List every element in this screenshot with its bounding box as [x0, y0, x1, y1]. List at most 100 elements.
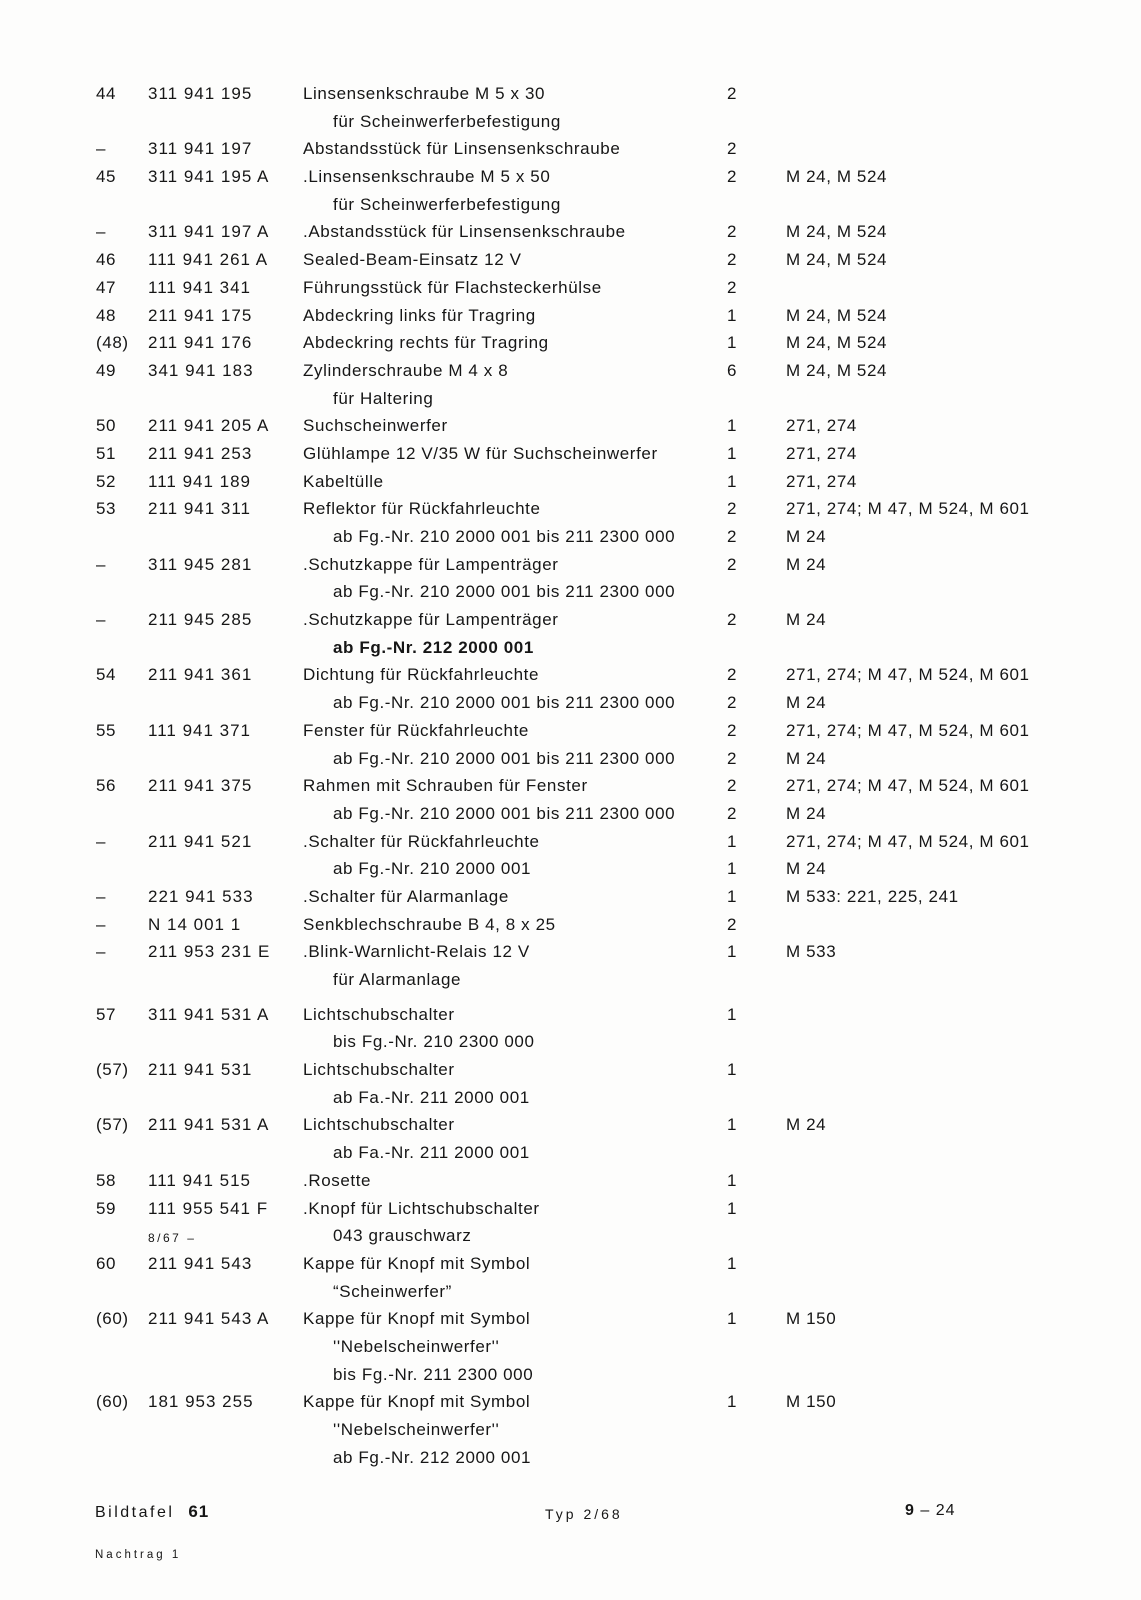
- quantity: 1: [727, 1198, 738, 1218]
- quantity: 1: [727, 1060, 738, 1080]
- part-number: 211 941 253: [148, 443, 253, 463]
- model-codes: M 150: [786, 1309, 837, 1329]
- quantity: 2: [727, 748, 738, 768]
- part-number: 211 953 231 E: [148, 942, 271, 962]
- description: ab Fg.-Nr. 210 2000 001 bis 211 2300 000: [333, 527, 676, 546]
- table-row: (57) 211 941 531 A Lichtschubschalter 1 M 24: [0, 1115, 1141, 1143]
- quantity: 1: [727, 1004, 738, 1024]
- position-number: 59: [96, 1198, 117, 1218]
- table-row: – 311 945 281 .Schutzkappe für Lampenträge…: [0, 555, 1141, 583]
- table-row: ab Fg.-Nr. 210 2000 001 bis 211 2300 000…: [0, 804, 1141, 832]
- description: ab Fg.-Nr. 212 2000 001: [333, 1447, 532, 1467]
- part-number: 111 941 189: [148, 471, 252, 491]
- part-number: 211 941 375: [148, 776, 253, 796]
- description: Abdeckring rechts für Tragring: [303, 333, 549, 353]
- model-codes: M 24: [786, 1115, 827, 1135]
- description: ab Fg.-Nr. 210 2000 001 bis 211 2300 000: [333, 803, 676, 823]
- table-row: (60) 181 953 255 Kappe für Knopf mit Symbo…: [0, 1392, 1141, 1420]
- part-number: 211 941 205 A: [148, 416, 270, 436]
- table-row: 47 111 941 341 Führungsstück für Flachstec…: [0, 278, 1141, 306]
- part-number: 311 941 531 A: [148, 1004, 270, 1024]
- page-number-rest: – 24: [920, 1502, 956, 1519]
- description: Lichtschubschalter: [303, 1060, 455, 1080]
- table-row: ab Fg.-Nr. 212 2000 001: [0, 1448, 1141, 1476]
- table-row: ab Fa.-Nr. 211 2000 001: [0, 1143, 1141, 1171]
- quantity: 2: [727, 693, 738, 713]
- model-codes: M 24, M 524: [786, 360, 888, 380]
- position-number: 58: [96, 1170, 117, 1190]
- model-codes: M 24: [786, 859, 827, 879]
- table-row: 59 111 955 541 F .Knopf für Lichtschubscha…: [0, 1199, 1141, 1227]
- description: .Schalter für Rückfahrleuchte: [303, 831, 540, 851]
- part-number: 111 941 341: [148, 277, 252, 297]
- quantity: 1: [727, 1115, 738, 1135]
- description: .Abstandsstück für Linsensenkschraube: [303, 222, 626, 242]
- part-number: 181 953 255: [148, 1392, 254, 1412]
- description: Führungsstück für Flachsteckerhülse: [303, 277, 602, 297]
- quantity: 1: [727, 1170, 738, 1190]
- description: ab Fg.-Nr. 210 2000 001 bis 211 2300 000: [333, 582, 676, 602]
- table-row: ''Nebelscheinwerfer'': [0, 1337, 1141, 1365]
- description: Kappe für Knopf mit Symbol: [303, 1309, 531, 1329]
- quantity: 2: [727, 84, 738, 103]
- table-row: – 311 941 197 A .Abstandsstück für Linsens…: [0, 222, 1141, 250]
- model-codes: 271, 274: [786, 443, 857, 463]
- model-codes: 271, 274; M 47, M 524, M 601: [786, 499, 1030, 519]
- model-codes: M 24: [786, 610, 827, 630]
- description: ab Fg.-Nr. 210 2000 001 bis 211 2300 000: [333, 748, 676, 768]
- position-number: (60): [96, 1309, 129, 1329]
- table-row: – 311 941 197 Abstandsstück für Linsensenk…: [0, 139, 1141, 167]
- part-number: 211 945 285: [148, 610, 253, 630]
- model-codes: 271, 274; M 47, M 524, M 601: [786, 720, 1030, 740]
- part-number: 311 941 197: [148, 139, 253, 159]
- quantity: 1: [727, 443, 738, 463]
- table-row: ab Fg.-Nr. 210 2000 001 bis 211 2300 000…: [0, 527, 1141, 555]
- table-row: ab Fg.-Nr. 210 2000 001 bis 211 2300 000…: [0, 693, 1141, 721]
- table-row: 51 211 941 253 Glühlampe 12 V/35 W für Suc…: [0, 444, 1141, 472]
- table-row: 57 311 941 531 A Lichtschubschalter 1: [0, 1005, 1141, 1033]
- description: bis Fg.-Nr. 210 2300 000: [333, 1032, 535, 1052]
- model-codes: M 24: [786, 803, 827, 823]
- position-number: 50: [96, 416, 117, 436]
- description: Fenster für Rückfahrleuchte: [303, 720, 529, 740]
- position-number: –: [96, 554, 107, 574]
- type-label: Typ 2/68: [545, 1506, 623, 1522]
- table-row: (48) 211 941 176 Abdeckring rechts für Tra…: [0, 333, 1141, 361]
- quantity: 2: [727, 527, 738, 546]
- position-number: (57): [96, 1115, 129, 1135]
- quantity: 1: [727, 305, 738, 325]
- description: ab Fg.-Nr. 210 2000 001 bis 211 2300 000: [333, 693, 676, 713]
- model-codes: 271, 274: [786, 471, 857, 491]
- model-codes: M 24, M 524: [786, 167, 888, 187]
- table-row: für Scheinwerferbefestigung: [0, 195, 1141, 223]
- description: .Schalter für Alarmanlage: [303, 886, 509, 906]
- description: Dichtung für Rückfahrleuchte: [303, 665, 540, 685]
- table-row: ab Fg.-Nr. 210 2000 001 bis 211 2300 000…: [0, 749, 1141, 777]
- description: Kabeltülle: [303, 471, 384, 491]
- description: bis Fg.-Nr. 211 2300 000: [333, 1364, 534, 1384]
- model-codes: M 24, M 524: [786, 333, 888, 353]
- quantity: 1: [727, 831, 738, 851]
- description: .Schutzkappe für Lampenträger: [303, 610, 559, 630]
- model-codes: M 24, M 524: [786, 222, 888, 242]
- table-row: (57) 211 941 531 Lichtschubschalter 1: [0, 1060, 1141, 1088]
- description: .Schutzkappe für Lampenträger: [303, 554, 559, 574]
- position-number: 47: [96, 277, 117, 297]
- plate-label: Bildtafel 61: [95, 1502, 209, 1522]
- table-row: – 211 953 231 E .Blink-Warnlicht-Relais 12…: [0, 942, 1141, 970]
- position-number: –: [96, 942, 107, 962]
- table-row: – 211 941 521 .Schalter für Rückfahrleucht…: [0, 832, 1141, 860]
- description: .Knopf für Lichtschubschalter: [303, 1198, 540, 1218]
- description: für Alarmanlage: [333, 970, 462, 989]
- description: .Blink-Warnlicht-Relais 12 V: [303, 942, 530, 962]
- position-number: 46: [96, 250, 117, 270]
- quantity: 1: [727, 886, 738, 906]
- table-row: 48 211 941 175 Abdeckring links für Tragri…: [0, 306, 1141, 334]
- quantity: 2: [727, 250, 738, 270]
- part-number: 311 941 195 A: [148, 167, 270, 187]
- part-number: 211 941 361: [148, 665, 253, 685]
- part-number: 211 941 176: [148, 333, 253, 353]
- table-row: ''Nebelscheinwerfer'': [0, 1420, 1141, 1448]
- model-codes: M 24: [786, 527, 827, 546]
- model-codes: M 533: [786, 942, 837, 962]
